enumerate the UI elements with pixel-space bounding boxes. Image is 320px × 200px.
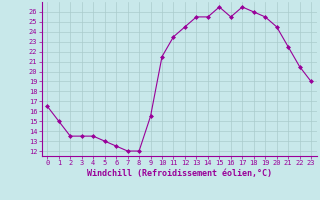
X-axis label: Windchill (Refroidissement éolien,°C): Windchill (Refroidissement éolien,°C) [87,169,272,178]
